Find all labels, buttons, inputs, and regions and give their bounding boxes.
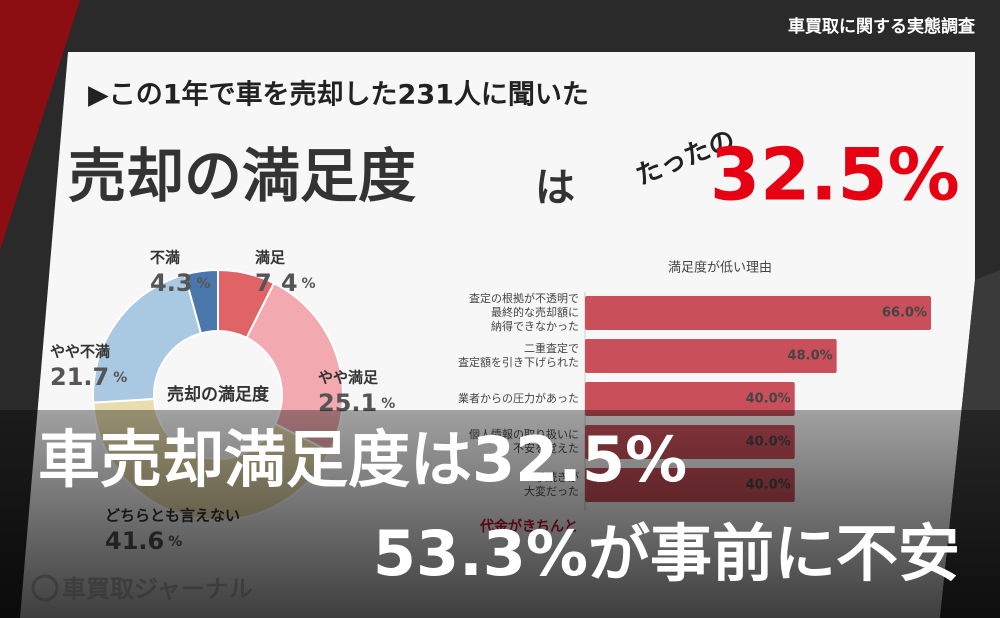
bar-category-label: 業者からの圧力があった <box>458 391 579 405</box>
slice-value-unit: % <box>381 396 395 412</box>
lead: ▶この1年で車を売却した231人に聞いた <box>88 79 589 111</box>
overlay-band <box>0 410 1000 618</box>
bar-value-label: 66.0% <box>882 306 927 321</box>
panel-title: 売却の満足度 <box>68 142 416 210</box>
slice-value-unit: % <box>302 276 316 292</box>
slice-value-unit: % <box>113 370 127 386</box>
pie-slice <box>92 273 203 404</box>
bar-category-label: 二重査定で査定額を引き下げられた <box>458 341 579 369</box>
pie-slice <box>183 268 219 335</box>
red-corner <box>0 0 80 250</box>
pie-center-label: 売却の満足度 <box>167 384 270 405</box>
slice-value: 21.7% <box>50 363 127 391</box>
slice-label: やや満足 <box>318 369 379 387</box>
bar-value-label: 40.0% <box>746 392 791 407</box>
bar-category-label: 査定の根拠が不透明で最終的な売却額に納得できなかった <box>469 291 579 333</box>
logo-icon <box>31 574 59 602</box>
bar-chart-title: 満足度が低い理由 <box>668 260 772 276</box>
slice-value-number: 21.7 <box>50 363 109 391</box>
overlay-line1: 車売却満足度は32.5% <box>38 423 687 496</box>
overlay-line2: 53.3%が事前に不安 <box>373 517 960 590</box>
highlight: 32.5% <box>710 133 960 217</box>
bar <box>585 296 932 330</box>
bar <box>585 339 837 373</box>
slice-value-unit: % <box>197 276 211 292</box>
bar-value-label: 48.0% <box>788 349 833 364</box>
bar <box>585 382 795 416</box>
slice-label: 満足 <box>255 249 286 267</box>
slice-label: 不満 <box>150 249 180 267</box>
particle: は <box>535 165 575 211</box>
slice-label: やや不満 <box>50 343 110 361</box>
slice-value: 4.3% <box>150 269 211 297</box>
header-label: 車買取に関する実態調査 <box>788 16 976 37</box>
logo: 車買取ジャーナル <box>62 575 253 603</box>
slice-value-number: 4.3 <box>150 269 193 297</box>
